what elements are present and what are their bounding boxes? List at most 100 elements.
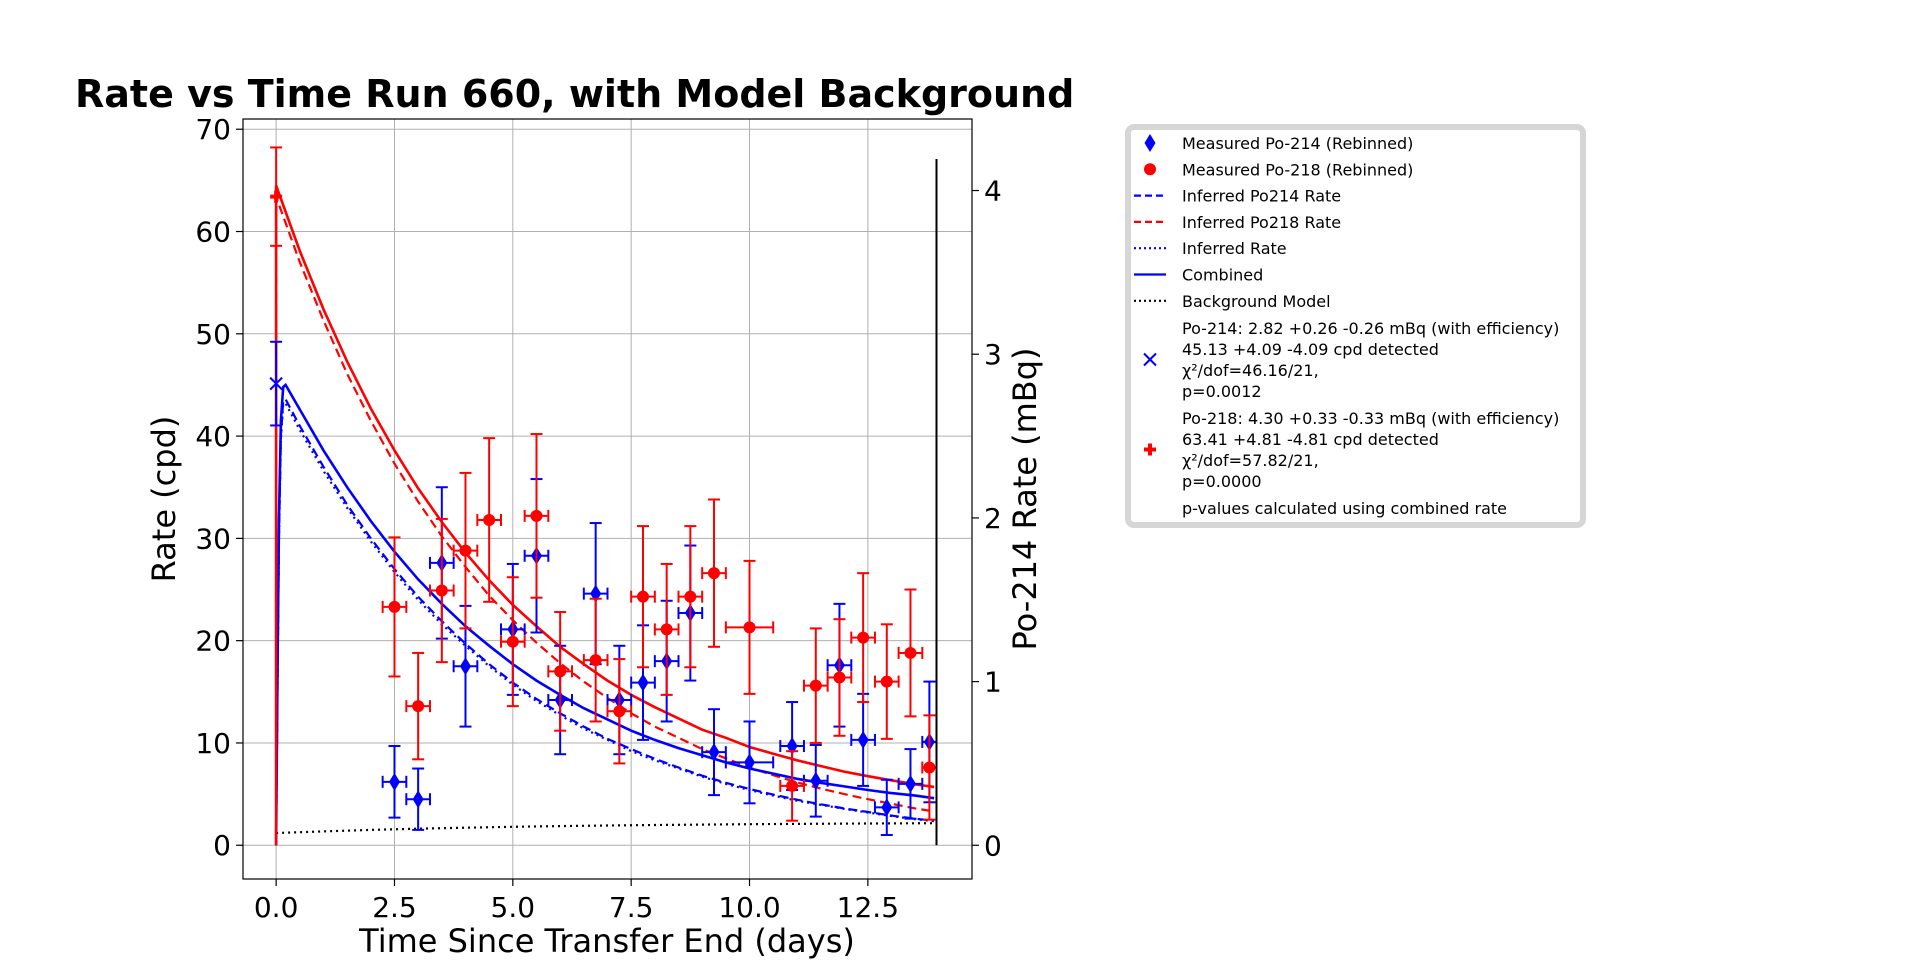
legend-entry: Background Model	[1134, 292, 1331, 311]
diamond-marker	[744, 753, 756, 772]
data-point	[802, 744, 829, 818]
legend-fit-line: p=0.0012	[1182, 382, 1262, 401]
x-tick-label: 5.0	[491, 891, 536, 924]
y2-tick-label: 0	[984, 829, 1002, 862]
circle-marker	[708, 567, 721, 580]
y-tick-label: 20	[195, 625, 231, 658]
data-point	[381, 536, 408, 678]
data-point	[499, 576, 526, 708]
data-point	[701, 708, 727, 797]
circle-marker	[506, 635, 519, 648]
circle-marker	[483, 513, 496, 526]
series-curve-inferred-rate	[275, 402, 935, 846]
data-point	[381, 745, 408, 819]
y-tick-label: 70	[195, 113, 231, 146]
legend-entry: Combined	[1134, 266, 1263, 285]
legend-label: Combined	[1182, 266, 1263, 285]
grid	[243, 119, 972, 879]
data-point	[523, 433, 550, 599]
legend: Measured Po-214 (Rebinned) Measured Po-21…	[1125, 124, 1586, 528]
legend-entry: Inferred Rate	[1134, 239, 1287, 258]
y2-tick-label: 4	[984, 175, 1002, 208]
data-point	[452, 471, 479, 630]
data-point	[630, 525, 656, 669]
x-tick-label: 0.0	[254, 891, 299, 924]
legend-label: Inferred Rate	[1182, 239, 1287, 258]
circle-marker	[923, 761, 936, 774]
data-point	[405, 767, 431, 831]
circle-marker	[435, 584, 448, 597]
circle-marker	[637, 590, 650, 603]
data-point	[826, 618, 853, 737]
y-tick-label: 50	[195, 318, 231, 351]
circle-marker	[904, 646, 917, 659]
x-axis-label: Time Since Transfer End (days)	[358, 922, 855, 960]
y-tick-label: 40	[195, 420, 231, 453]
data-point	[897, 588, 924, 718]
series-curve-inferred-po214-rate	[275, 397, 935, 846]
circle-marker	[743, 621, 756, 634]
x-axis: 0.0 2.5 5.0 7.5 10.0 12.5	[254, 879, 899, 924]
legend-entries: Measured Po-214 (Rebinned) Measured Po-21…	[1134, 134, 1413, 311]
diamond-marker	[881, 798, 893, 817]
diamond-marker	[810, 771, 822, 790]
legend-label: Measured Po-214 (Rebinned)	[1182, 134, 1413, 153]
data-point	[802, 627, 829, 744]
circle-marker	[613, 705, 626, 718]
model-curves	[274, 185, 935, 846]
series-curve-combined-po218	[274, 185, 935, 846]
series-curve-combined	[274, 382, 935, 846]
data-point	[677, 525, 704, 669]
legend-label: Inferred Po214 Rate	[1182, 187, 1341, 206]
plus-marker	[270, 190, 283, 203]
circle-marker	[554, 665, 567, 678]
circle-marker	[530, 509, 543, 522]
x-marker	[269, 376, 283, 391]
diamond-marker	[388, 772, 400, 791]
circle-marker	[388, 600, 401, 613]
y-tick-label: 0	[213, 829, 231, 862]
series-curve-background-model	[276, 822, 935, 835]
y-axis: 0 10 20 30 40 50 60 70	[195, 113, 243, 862]
fit-markers	[269, 146, 283, 427]
circle-marker	[809, 679, 822, 692]
legend-fit-line: p=0.0000	[1182, 472, 1262, 491]
diamond-marker	[637, 673, 649, 692]
legend-entry: Inferred Po214 Rate	[1134, 187, 1341, 206]
legend-circle-icon	[1144, 163, 1156, 176]
diamond-marker	[459, 657, 471, 676]
fit-marker	[269, 340, 283, 427]
legend-fit-block: Po-218: 4.30 +0.33 -0.33 mBq (with effic…	[1144, 409, 1559, 491]
legend-fit-line: χ²/dof=46.16/21,	[1182, 361, 1319, 380]
legend-plus-icon	[1144, 443, 1156, 456]
data-point	[606, 658, 633, 765]
secondary-y-axis: 0 1 2 3 4	[972, 175, 1002, 862]
data-point	[582, 597, 609, 723]
legend-fit-block: Po-214: 2.82 +0.26 -0.26 mBq (with effic…	[1143, 319, 1559, 401]
data-point	[779, 750, 805, 822]
data-point	[724, 559, 775, 695]
data-point	[873, 623, 900, 740]
legend-fit-line: 63.41 +4.81 -4.81 cpd detected	[1182, 430, 1439, 449]
legend-fit-line: Po-218: 4.30 +0.33 -0.33 mBq (with effic…	[1182, 409, 1559, 428]
data-point	[653, 562, 680, 696]
diamond-marker	[708, 743, 720, 762]
y2-tick-label: 3	[984, 338, 1002, 371]
y-axis-label: Rate (cpd)	[145, 416, 183, 583]
data-point	[921, 714, 938, 821]
circle-marker	[684, 590, 697, 603]
data-point	[476, 437, 502, 603]
legend-entry: Inferred Po218 Rate	[1134, 213, 1341, 232]
background-model-curve	[276, 822, 935, 835]
plot-frame	[242, 118, 973, 880]
data-point	[897, 748, 924, 820]
legend-fit-line: Po-214: 2.82 +0.26 -0.26 mBq (with effic…	[1182, 319, 1559, 338]
legend-footer: p-values calculated using combined rate	[1182, 499, 1507, 518]
legend-label: Inferred Po218 Rate	[1182, 213, 1341, 232]
legend-diamond-icon	[1144, 134, 1156, 152]
fit-marker	[270, 146, 283, 247]
data-point	[547, 611, 573, 732]
diamond-marker	[857, 730, 869, 749]
legend-fit-line: χ²/dof=57.82/21,	[1182, 451, 1319, 470]
